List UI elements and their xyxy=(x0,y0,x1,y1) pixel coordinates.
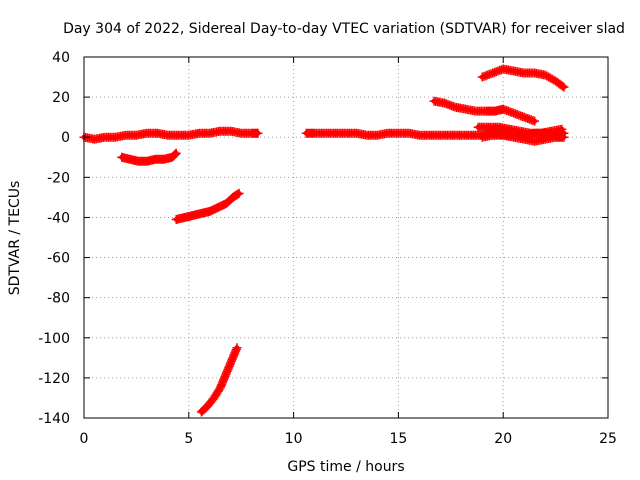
data-point-marker xyxy=(234,188,244,198)
x-tick-label: 5 xyxy=(184,431,193,447)
data-layer xyxy=(79,64,569,417)
y-tick-label: -100 xyxy=(38,331,70,347)
x-tick-label: 0 xyxy=(80,431,89,447)
y-tick-label: -60 xyxy=(47,251,70,267)
data-point-marker xyxy=(530,116,540,126)
y-tick-label: 20 xyxy=(52,90,70,106)
data-point-marker xyxy=(558,81,568,91)
y-tick-label: -20 xyxy=(47,170,70,186)
axis-ticks: 0 5 10 15 20 25 40 20 0 -20 -40 -60 -80 -100 -120 -140 xyxy=(38,50,617,447)
data-point-marker xyxy=(171,148,181,158)
series-arc-7 xyxy=(477,64,569,92)
x-tick-label: 15 xyxy=(389,431,407,447)
series-arc-1 xyxy=(79,126,263,144)
y-tick-label: -80 xyxy=(47,291,70,307)
data-point-marker xyxy=(232,343,242,353)
grid-lines xyxy=(84,57,608,418)
series-arc-6 xyxy=(429,96,540,126)
y-tick-label: -40 xyxy=(47,210,70,226)
series-arc-3 xyxy=(171,188,244,224)
x-tick-label: 25 xyxy=(599,431,617,447)
chart-title: Day 304 of 2022, Sidereal Day-to-day VTE… xyxy=(63,21,625,37)
x-tick-label: 20 xyxy=(494,431,512,447)
y-tick-label: -120 xyxy=(38,371,70,387)
series-arc-4 xyxy=(196,343,242,417)
data-point-marker xyxy=(557,124,567,134)
y-tick-label: -140 xyxy=(38,411,70,427)
data-point-marker xyxy=(559,82,569,92)
y-tick-label: 40 xyxy=(52,50,70,66)
x-tick-label: 10 xyxy=(285,431,303,447)
series-arc-2 xyxy=(117,148,181,166)
y-tick-label: 0 xyxy=(61,130,70,146)
plot-frame xyxy=(83,56,609,419)
data-point-marker xyxy=(559,132,569,142)
y-axis-label: SDTVAR / TECUs xyxy=(7,181,23,296)
x-axis-label: GPS time / hours xyxy=(287,459,404,475)
data-point-marker xyxy=(253,128,263,138)
series-arc-9 xyxy=(477,130,569,146)
